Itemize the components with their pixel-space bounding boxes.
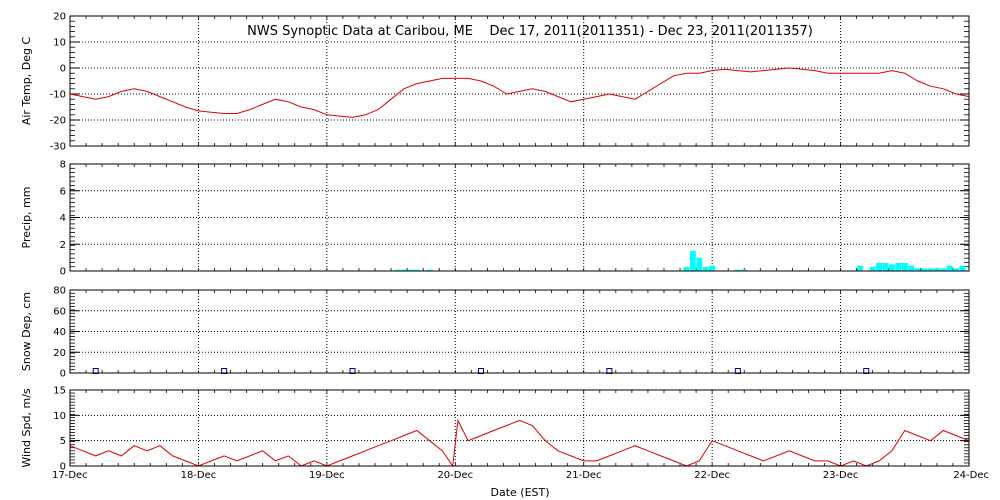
x-axis-title: Date (EST) — [490, 486, 549, 499]
y-tick-label: 8 — [60, 160, 66, 171]
x-tick-label: 17-Dec — [52, 470, 88, 481]
precip-bar — [869, 266, 876, 271]
precip-bar — [876, 262, 883, 271]
y-tick-label: -20 — [50, 116, 66, 127]
precip-bar — [683, 266, 690, 271]
precip-bar — [959, 265, 966, 271]
precip-bar — [895, 262, 902, 271]
panel-4: 0 5 10 15 Wind Spd, m/s — [20, 386, 970, 473]
precip-bar — [946, 265, 953, 271]
y-tick-label: 20 — [53, 12, 66, 23]
y-tick-label: 15 — [53, 386, 66, 397]
precip-bar — [933, 268, 940, 271]
precip-bar — [940, 268, 947, 271]
panel-frame — [69, 163, 970, 272]
panel-3: 0 20 40 60 80 Snow Dep, cm — [20, 286, 970, 380]
y-tick-label: 4 — [60, 213, 66, 224]
panel-2: 0 2 4 6 8 Precip, mm — [20, 160, 970, 278]
y-tick-label: -10 — [50, 90, 66, 101]
precip-bar — [413, 269, 420, 271]
precip-bar — [927, 268, 934, 271]
precip-bar — [689, 250, 696, 271]
y-tick-label: 5 — [60, 436, 66, 447]
precip-bar — [921, 268, 927, 271]
series-line — [69, 418, 970, 468]
series-line — [69, 67, 970, 118]
precip-bar — [953, 268, 960, 271]
panels-layer: -30 -20 -10 0 10 20 Air Temp, Deg C 0 2 4 6 8 Precip… — [20, 12, 989, 482]
y-tick-label: 80 — [53, 286, 66, 297]
y-tick-label: 10 — [53, 411, 66, 422]
y-axis-title: Snow Dep, cm — [20, 292, 33, 371]
precip-bar — [914, 268, 921, 271]
y-axis-title: Precip, mm — [20, 187, 33, 249]
x-tick-label: 18-Dec — [181, 470, 217, 481]
precip-bar — [882, 262, 889, 271]
y-tick-label: -30 — [50, 142, 66, 153]
y-tick-label: 0 — [60, 267, 66, 278]
precip-bar — [734, 269, 741, 271]
panel-1: -30 -20 -10 0 10 20 Air Temp, Deg C — [20, 12, 970, 153]
panel-frame — [69, 389, 970, 467]
panel-frame — [69, 289, 970, 374]
x-tick-label: 24-Dec — [953, 470, 989, 481]
precip-bar — [709, 265, 716, 271]
y-tick-label: 0 — [60, 369, 66, 380]
precip-bar — [856, 265, 863, 271]
precip-bar — [888, 264, 895, 271]
precip-bar — [407, 269, 414, 271]
x-tick-label: 21-Dec — [566, 470, 602, 481]
x-tick-label: 19-Dec — [309, 470, 345, 481]
y-axis-title: Wind Spd, m/s — [20, 388, 33, 468]
y-tick-label: 20 — [53, 348, 66, 359]
precip-bar — [696, 257, 703, 271]
precip-bar — [901, 262, 908, 271]
x-tick-label: 22-Dec — [694, 470, 730, 481]
x-tick-label: 23-Dec — [823, 470, 859, 481]
x-tick-label: 20-Dec — [437, 470, 473, 481]
y-tick-label: 2 — [60, 240, 66, 251]
precip-bar — [400, 269, 407, 271]
y-tick-label: 10 — [53, 38, 66, 49]
precip-bar — [908, 265, 915, 271]
y-tick-label: 6 — [60, 186, 66, 197]
precip-bar — [394, 269, 401, 271]
y-tick-label: 60 — [53, 306, 66, 317]
y-tick-label: 0 — [60, 64, 66, 75]
precip-bar — [741, 269, 748, 271]
y-axis-title: Air Temp, Deg C — [20, 37, 33, 126]
y-tick-label: 40 — [53, 327, 66, 338]
precip-bar — [702, 266, 709, 271]
precip-bar — [426, 269, 433, 271]
panel-frame — [69, 15, 970, 147]
chart-title: NWS Synoptic Data at Caribou, ME Dec 17,… — [247, 24, 813, 39]
y-tick-label: 0 — [60, 462, 66, 473]
